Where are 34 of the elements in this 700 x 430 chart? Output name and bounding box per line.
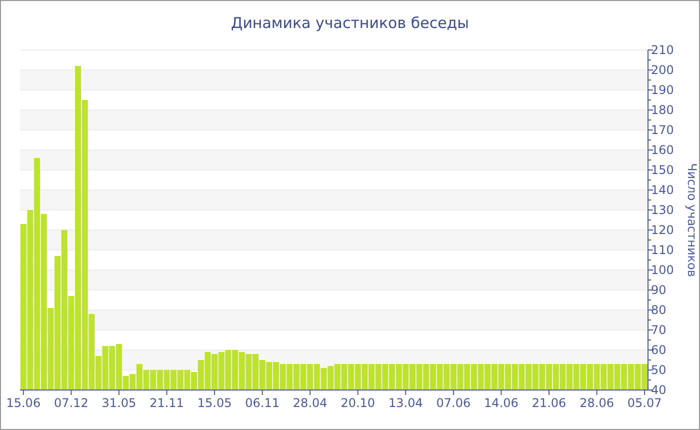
x-tick-label: 20.10 xyxy=(340,396,376,410)
x-tick-label: 14.06 xyxy=(484,396,518,410)
x-tick-label: 21.11 xyxy=(150,396,184,410)
x-tick-label: 13.04 xyxy=(388,396,423,410)
x-tick-label: 07.12 xyxy=(54,396,88,410)
x-tick-label: 05.07 xyxy=(627,396,662,410)
y-tick-label: 80 xyxy=(651,303,666,317)
y-tick-label: 130 xyxy=(651,203,674,217)
y-tick-label: 40 xyxy=(651,383,666,397)
x-tick-label: 15.06 xyxy=(6,396,41,410)
y-tick-label: 180 xyxy=(651,103,674,117)
y-tick-label: 110 xyxy=(651,243,674,257)
chart-title: Динамика участников беседы xyxy=(230,14,470,32)
y-tick-label: 70 xyxy=(651,323,666,337)
y-tick-label: 100 xyxy=(651,263,674,277)
x-tick-label: 31.05 xyxy=(102,396,136,410)
y-tick-label: 140 xyxy=(651,183,674,197)
y-tick-label: 120 xyxy=(651,223,674,237)
y-axis-title: Число участников xyxy=(685,163,699,277)
x-tick-label: 28.04 xyxy=(292,396,328,410)
y-tick-label: 210 xyxy=(651,43,674,57)
y-tick-label: 60 xyxy=(651,343,666,357)
x-tick-label: 21.06 xyxy=(532,396,566,410)
y-tick-label: 160 xyxy=(651,143,674,157)
y-tick-label: 200 xyxy=(651,63,674,77)
y-tick-label: 190 xyxy=(651,83,674,97)
y-tick-label: 90 xyxy=(651,283,666,297)
x-tick-label: 07.06 xyxy=(436,396,471,410)
x-tick-label: 28.06 xyxy=(580,396,614,410)
x-tick-label: 06.11 xyxy=(245,396,280,410)
y-tick-label: 150 xyxy=(651,163,674,177)
y-tick-label: 170 xyxy=(651,123,674,137)
y-tick-label: 50 xyxy=(651,363,666,377)
x-tick-label: 15.05 xyxy=(197,396,232,410)
